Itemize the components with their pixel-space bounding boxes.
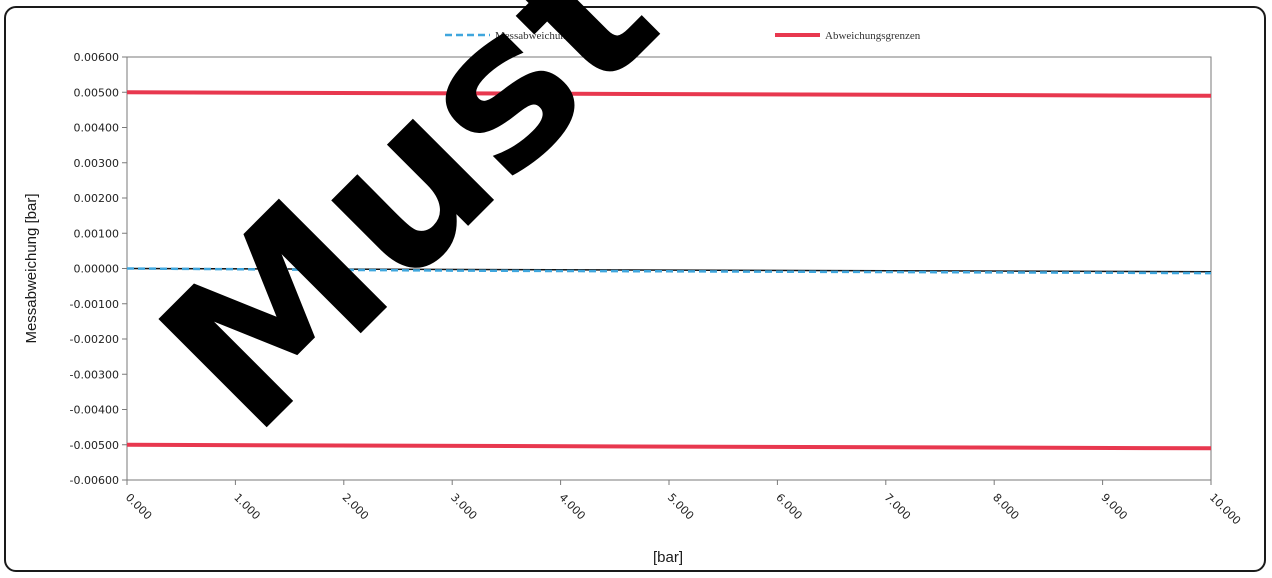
x-tick-label: 0.000 — [123, 491, 154, 522]
series-layer — [126, 90, 1212, 451]
x-tick-label: 5.000 — [665, 491, 696, 522]
legend: Messabweichung Δp Abweichungsgrenzen — [445, 30, 921, 42]
y-axis-ticks: 0.00600 0.00500 0.00400 0.00300 0.00200 0.001… — [70, 51, 127, 487]
y-tick-label: 0.00400 — [74, 122, 120, 135]
legend-label: Messabweichung Δp — [495, 30, 587, 42]
x-tick-label: 8.000 — [990, 491, 1021, 522]
y-tick-label: -0.00100 — [70, 298, 119, 311]
y-tick-label: -0.00400 — [70, 404, 119, 417]
y-tick-label: 0.00100 — [74, 227, 120, 240]
series-line-abweichungsgrenze — [126, 442, 1212, 451]
series-line-messabweichung — [126, 267, 1212, 275]
legend-label: Abweichungsgrenzen — [825, 30, 921, 42]
x-tick-label: 9.000 — [1098, 491, 1129, 522]
y-tick-label: 0.00600 — [74, 51, 120, 64]
y-tick-label: -0.00300 — [70, 368, 119, 381]
x-tick-label: 10.000 — [1207, 491, 1243, 527]
y-tick-label: 0.00000 — [74, 263, 120, 276]
x-axis-ticks: 0.000 1.000 2.000 3.000 4.000 5.000 6.000 7.000… — [123, 480, 1243, 527]
series-line-abweichungsgrenze — [126, 90, 1212, 98]
x-tick-label: 4.000 — [556, 491, 587, 522]
y-tick-label: 0.00500 — [74, 86, 120, 99]
y-tick-label: 0.00300 — [74, 157, 120, 170]
x-tick-label: 6.000 — [773, 491, 804, 522]
x-tick-label: 2.000 — [340, 491, 371, 522]
y-tick-label: -0.00200 — [70, 333, 119, 346]
y-axis-title: Messabweichung [bar] — [23, 193, 40, 343]
x-tick-label: 1.000 — [231, 491, 262, 522]
x-axis-title: [bar] — [653, 549, 683, 566]
x-tick-label: 7.000 — [882, 491, 913, 522]
y-tick-label: -0.00600 — [70, 474, 119, 487]
y-tick-label: 0.00200 — [74, 192, 120, 205]
y-tick-label: -0.00500 — [70, 439, 119, 452]
x-tick-label: 3.000 — [448, 491, 479, 522]
